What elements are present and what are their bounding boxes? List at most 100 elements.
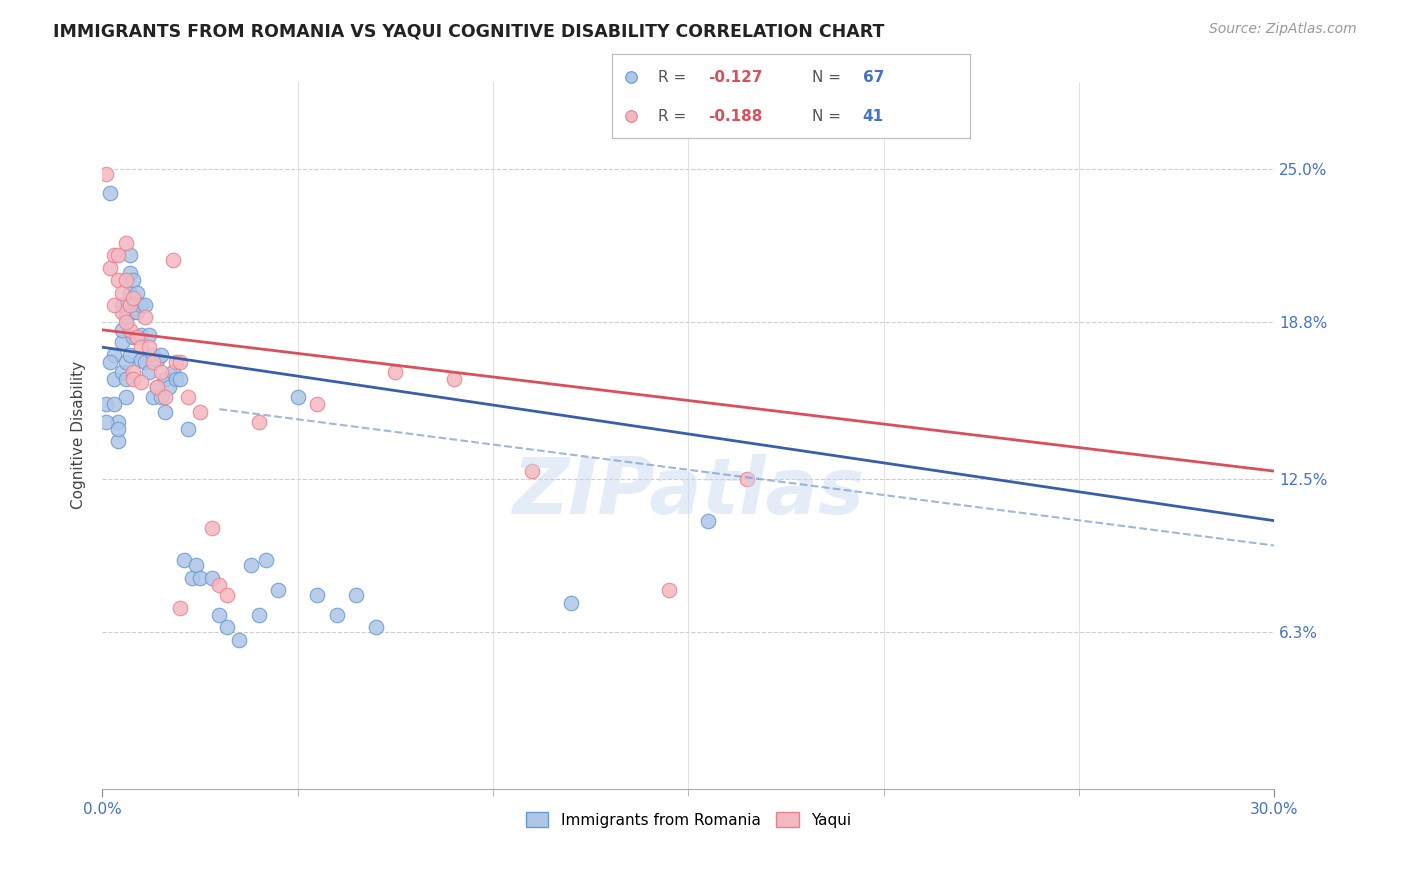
- Point: [142, 390, 165, 404]
- Point: [103, 348, 125, 362]
- Point: [118, 298, 141, 312]
- Point: [620, 109, 643, 123]
- Point: [149, 390, 172, 404]
- Text: -0.127: -0.127: [709, 70, 763, 85]
- Point: [114, 372, 136, 386]
- Point: [103, 397, 125, 411]
- Point: [184, 558, 207, 573]
- Point: [107, 273, 129, 287]
- Text: ZIPatlas: ZIPatlas: [512, 454, 865, 530]
- Point: [169, 355, 191, 369]
- Point: [658, 583, 681, 598]
- Point: [325, 607, 347, 622]
- Text: Source: ZipAtlas.com: Source: ZipAtlas.com: [1209, 22, 1357, 37]
- Point: [146, 352, 169, 367]
- Point: [127, 305, 149, 319]
- Text: R =: R =: [658, 109, 692, 124]
- Point: [114, 235, 136, 250]
- Point: [560, 596, 582, 610]
- Point: [118, 266, 141, 280]
- Text: 67: 67: [862, 70, 884, 85]
- Point: [173, 553, 195, 567]
- Point: [188, 571, 211, 585]
- Point: [620, 70, 643, 85]
- Point: [122, 372, 145, 386]
- Point: [129, 340, 152, 354]
- Point: [267, 583, 290, 598]
- Point: [157, 380, 180, 394]
- Point: [181, 571, 204, 585]
- Text: IMMIGRANTS FROM ROMANIA VS YAQUI COGNITIVE DISABILITY CORRELATION CHART: IMMIGRANTS FROM ROMANIA VS YAQUI COGNITI…: [53, 22, 884, 40]
- Point: [188, 405, 211, 419]
- Point: [94, 167, 117, 181]
- Point: [177, 390, 200, 404]
- Point: [520, 464, 543, 478]
- Point: [228, 632, 250, 647]
- Point: [114, 273, 136, 287]
- Point: [307, 588, 329, 602]
- Point: [94, 415, 117, 429]
- Point: [114, 315, 136, 329]
- Point: [201, 571, 224, 585]
- Point: [384, 365, 406, 379]
- Point: [153, 372, 176, 386]
- Point: [103, 248, 125, 262]
- Point: [111, 298, 134, 312]
- Point: [247, 415, 270, 429]
- Point: [153, 390, 176, 404]
- Point: [443, 372, 465, 386]
- Point: [118, 248, 141, 262]
- Point: [134, 298, 156, 312]
- Point: [107, 422, 129, 436]
- Point: [217, 588, 239, 602]
- Point: [364, 620, 387, 634]
- Point: [217, 620, 239, 634]
- Point: [696, 514, 718, 528]
- Point: [129, 375, 152, 389]
- Point: [287, 390, 309, 404]
- Point: [127, 330, 149, 344]
- Point: [254, 553, 277, 567]
- Point: [98, 260, 121, 275]
- Point: [122, 305, 145, 319]
- Point: [129, 352, 152, 367]
- Legend: Immigrants from Romania, Yaqui: Immigrants from Romania, Yaqui: [519, 805, 858, 834]
- Point: [162, 253, 184, 268]
- Point: [127, 330, 149, 344]
- Point: [149, 365, 172, 379]
- Point: [735, 472, 758, 486]
- Point: [129, 298, 152, 312]
- Point: [138, 365, 160, 379]
- Point: [107, 415, 129, 429]
- Text: -0.188: -0.188: [709, 109, 763, 124]
- Y-axis label: Cognitive Disability: Cognitive Disability: [72, 361, 86, 509]
- Text: 41: 41: [862, 109, 884, 124]
- Point: [138, 327, 160, 342]
- Point: [201, 521, 224, 535]
- Point: [169, 372, 191, 386]
- Point: [114, 355, 136, 369]
- Point: [122, 365, 145, 379]
- Point: [118, 323, 141, 337]
- Point: [134, 355, 156, 369]
- Point: [98, 186, 121, 201]
- Text: R =: R =: [658, 70, 692, 85]
- Point: [103, 372, 125, 386]
- Point: [208, 607, 231, 622]
- Point: [344, 588, 367, 602]
- Point: [166, 372, 188, 386]
- Text: N =: N =: [813, 109, 846, 124]
- Point: [146, 380, 169, 394]
- Point: [122, 330, 145, 344]
- Point: [149, 348, 172, 362]
- Point: [138, 340, 160, 354]
- Point: [103, 298, 125, 312]
- Point: [107, 434, 129, 449]
- Point: [169, 600, 191, 615]
- Point: [98, 355, 121, 369]
- Point: [142, 355, 165, 369]
- Point: [153, 405, 176, 419]
- Point: [129, 327, 152, 342]
- Point: [114, 310, 136, 325]
- Point: [118, 285, 141, 300]
